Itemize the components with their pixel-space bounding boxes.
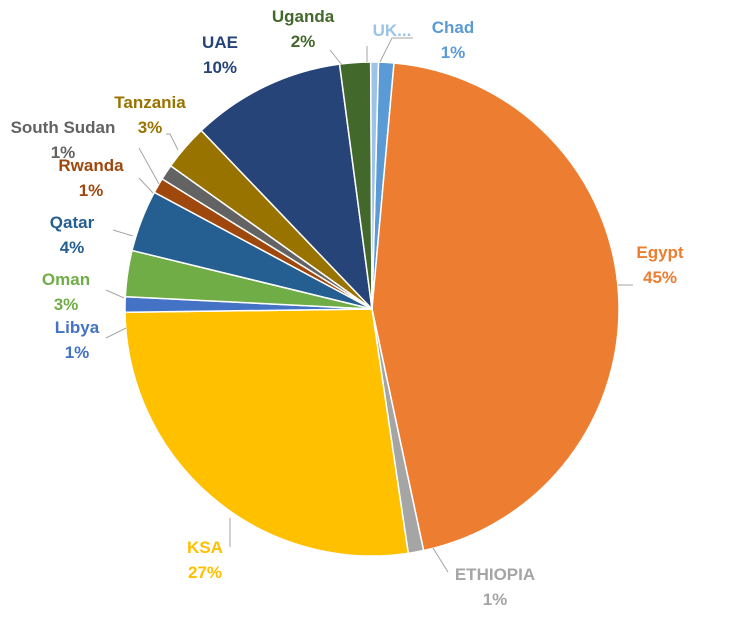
leader-line-rwanda xyxy=(138,177,154,194)
slice-label-ksa: KSA xyxy=(187,538,223,557)
pie-slice-uk xyxy=(369,61,380,310)
leader-line-tanzania xyxy=(166,133,179,151)
slice-label-chad: Chad xyxy=(432,18,475,37)
slice-label-oman: Oman xyxy=(42,270,90,289)
slice-percent-libya: 1% xyxy=(65,343,90,362)
slice-percent-rwanda: 1% xyxy=(79,181,104,200)
slice-percent-uae: 10% xyxy=(203,58,237,77)
pie-slice-uae xyxy=(200,63,374,312)
slice-percent-qatar: 4% xyxy=(60,238,85,257)
slice-label-south-sudan: South Sudan xyxy=(11,118,116,137)
leader-line-uganda xyxy=(329,49,343,66)
pie-slice-ksa xyxy=(124,308,410,557)
slice-label-uganda: Uganda xyxy=(272,7,335,26)
slice-label-qatar: Qatar xyxy=(50,213,95,232)
slice-percent-ethiopia: 1% xyxy=(483,590,508,609)
leader-line-ethiopia xyxy=(432,547,449,573)
pie-slices xyxy=(124,61,620,557)
slice-percent-south-sudan: 1% xyxy=(51,143,76,162)
slice-label-ethiopia: ETHIOPIA xyxy=(455,565,535,584)
slice-label-uk: UK... xyxy=(373,21,412,40)
pie-slice-egypt xyxy=(371,62,620,552)
slice-percent-oman: 3% xyxy=(54,295,79,314)
slice-label-uae: UAE xyxy=(202,33,238,52)
leader-lines xyxy=(105,37,633,573)
leader-line-qatar xyxy=(112,229,134,237)
slice-percent-ksa: 27% xyxy=(188,563,222,582)
slice-label-libya: Libya xyxy=(55,318,100,337)
leader-line-chad xyxy=(379,37,413,63)
leader-line-libya xyxy=(105,327,127,339)
slice-label-rwanda: Rwanda xyxy=(58,156,124,175)
leader-line-south-sudan xyxy=(138,147,160,185)
slice-label-egypt: Egypt xyxy=(636,243,684,262)
slice-label-tanzania: Tanzania xyxy=(114,93,186,112)
slice-percent-chad: 1% xyxy=(441,43,466,62)
slice-percent-uganda: 2% xyxy=(291,32,316,51)
slice-labels: Chad 1% Egypt 45% ETHIOPIA 1% KSA 27% Libya 1% Oma… xyxy=(11,7,684,609)
slice-percent-tanzania: 3% xyxy=(138,118,163,137)
leader-line-oman xyxy=(105,289,125,299)
slice-percent-egypt: 45% xyxy=(643,268,677,287)
